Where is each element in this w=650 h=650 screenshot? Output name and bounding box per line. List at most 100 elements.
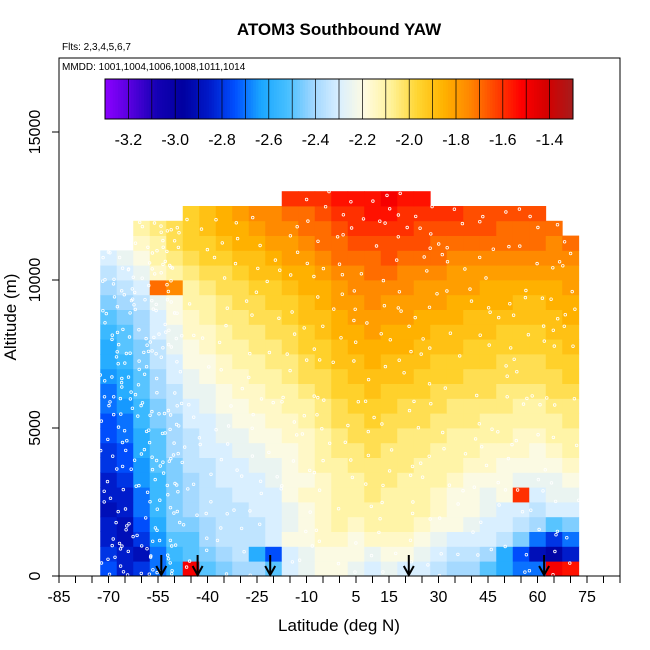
- sample-point: [144, 336, 148, 341]
- heatmap-cell: [512, 206, 530, 222]
- sample-point: [327, 189, 331, 194]
- colorbar-segment: [515, 79, 519, 119]
- colorbar-segment: [419, 79, 423, 119]
- sample-point: [117, 541, 122, 546]
- heatmap-cell: [364, 235, 382, 251]
- heatmap-cell: [496, 472, 514, 488]
- heatmap-cell: [380, 339, 398, 355]
- sample-point: [155, 570, 159, 575]
- sample-point: [528, 214, 532, 219]
- colorbar-segment: [409, 79, 413, 119]
- sample-point: [169, 456, 173, 461]
- sample-point: [337, 262, 342, 266]
- heatmap-cell: [347, 398, 365, 414]
- colorbar-segment: [536, 79, 540, 119]
- heatmap-cell: [182, 487, 200, 503]
- heatmap-cell: [562, 383, 580, 399]
- heatmap-cell: [314, 546, 332, 562]
- sample-point: [549, 481, 554, 485]
- heatmap-cell: [281, 457, 299, 473]
- sample-point: [383, 364, 388, 369]
- sample-point: [152, 272, 157, 276]
- heatmap-cell: [265, 531, 283, 547]
- heatmap-cell: [133, 487, 151, 503]
- heatmap-cell: [413, 324, 431, 340]
- sample-point: [363, 399, 368, 403]
- y-axis-label: Altitude (m): [1, 274, 20, 361]
- colorbar-segment: [240, 79, 244, 119]
- sample-point: [551, 435, 556, 440]
- colorbar-segment: [107, 79, 111, 119]
- heatmap-cell: [479, 413, 497, 429]
- heatmap-cell: [215, 206, 233, 222]
- heatmap-cell: [133, 398, 151, 414]
- sample-point: [120, 440, 125, 445]
- colorbar-tick-label: -3.2: [115, 132, 143, 149]
- heatmap-cell: [347, 502, 365, 518]
- heatmap-cell: [496, 235, 514, 251]
- colorbar-segment: [300, 79, 303, 119]
- sample-point: [526, 333, 531, 337]
- heatmap-cell: [331, 398, 349, 414]
- sample-point: [244, 299, 249, 303]
- heatmap-cell: [265, 502, 283, 518]
- heatmap-cell: [347, 457, 365, 473]
- sample-point: [159, 230, 163, 234]
- heatmap-cell: [265, 354, 283, 370]
- heatmap-cell: [182, 250, 200, 266]
- heatmap-cell: [430, 235, 448, 251]
- heatmap-cell: [545, 442, 563, 458]
- sample-point: [142, 447, 147, 452]
- heatmap-cell: [545, 487, 563, 503]
- sample-point: [187, 559, 192, 563]
- sample-point: [172, 441, 176, 445]
- heatmap-cell: [479, 502, 497, 518]
- heatmap-cell: [232, 457, 250, 473]
- sample-point: [381, 483, 385, 488]
- heatmap-cell: [133, 280, 151, 296]
- heatmap-cell: [331, 442, 349, 458]
- sample-point: [148, 413, 152, 417]
- heatmap-cell: [430, 546, 448, 562]
- sample-point: [209, 500, 213, 504]
- heatmap-cell: [347, 561, 365, 577]
- heatmap-cell: [446, 413, 464, 429]
- sample-point: [353, 570, 357, 574]
- sample-point: [165, 283, 169, 287]
- heatmap-cell: [446, 561, 464, 577]
- sample-point: [312, 394, 316, 398]
- sample-point: [99, 561, 104, 565]
- sample-point: [523, 295, 528, 300]
- heatmap-cell: [248, 413, 266, 429]
- heatmap-cell: [413, 294, 431, 310]
- sample-point: [219, 526, 223, 530]
- colorbar-segment: [404, 79, 407, 119]
- sample-point: [120, 544, 124, 548]
- heatmap-cell: [298, 546, 316, 562]
- heatmap-cell: [232, 398, 250, 414]
- sample-point: [476, 553, 480, 557]
- heatmap-cell: [397, 294, 415, 310]
- heatmap-cell: [248, 235, 266, 251]
- colorbar-segment: [125, 79, 129, 119]
- sample-point: [126, 267, 131, 271]
- sample-point: [292, 332, 297, 336]
- heatmap-cell: [100, 457, 118, 473]
- heatmap-cell: [116, 294, 134, 310]
- sample-point: [123, 507, 128, 511]
- heatmap-cell: [281, 487, 299, 503]
- heatmap-cell: [496, 383, 514, 399]
- heatmap-cell: [446, 265, 464, 281]
- heatmap-cell: [463, 235, 481, 251]
- sample-point: [159, 271, 163, 275]
- sample-point: [336, 507, 341, 511]
- colorbar-segment: [357, 79, 361, 119]
- heatmap-cell: [529, 472, 547, 488]
- heatmap-cell: [182, 265, 200, 281]
- heatmap-cell: [512, 516, 530, 532]
- colorbar-segment: [307, 79, 311, 119]
- sample-point: [185, 217, 189, 222]
- sample-point: [250, 313, 254, 317]
- sample-point: [129, 390, 133, 394]
- heatmap-cell: [496, 442, 514, 458]
